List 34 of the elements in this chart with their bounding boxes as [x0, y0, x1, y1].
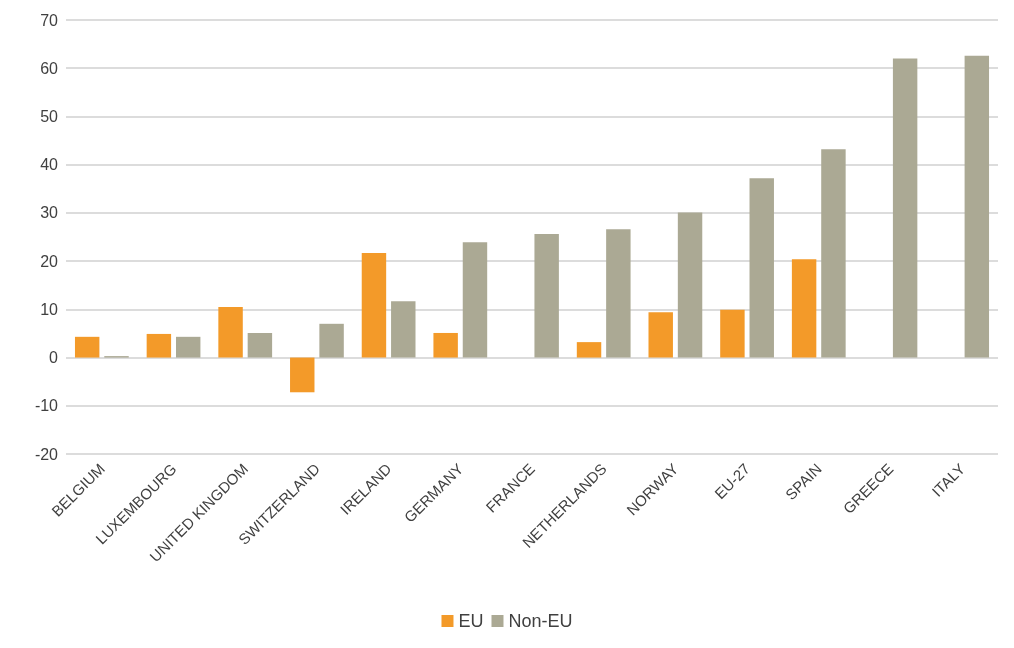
bar — [218, 306, 243, 358]
bar — [319, 323, 344, 358]
y-tick-label: 60 — [40, 59, 59, 77]
y-tick-label: 10 — [40, 300, 59, 318]
bar — [791, 259, 817, 358]
bar — [749, 178, 774, 358]
y-tick-label: 70 — [40, 11, 59, 29]
y-tick-label: -20 — [34, 445, 59, 463]
bar — [433, 332, 458, 358]
bar — [247, 332, 273, 358]
bar — [720, 309, 745, 358]
bar — [821, 149, 846, 358]
bar — [391, 301, 416, 358]
y-tick-label: -10 — [34, 397, 59, 415]
y-tick-label: 0 — [49, 349, 59, 367]
bar — [534, 234, 559, 358]
bar — [892, 58, 918, 358]
bar — [462, 242, 488, 358]
bar — [964, 55, 990, 358]
y-tick-label: 50 — [40, 107, 59, 125]
bar — [290, 357, 315, 393]
bar — [677, 212, 703, 358]
legend-label: EU — [458, 611, 484, 631]
bar — [361, 252, 387, 358]
bar — [648, 312, 673, 358]
bar — [576, 342, 602, 358]
y-tick-label: 40 — [40, 156, 59, 174]
bar — [74, 336, 100, 358]
y-tick-label: 30 — [40, 204, 59, 222]
y-tick-label: 20 — [40, 252, 59, 270]
bar — [175, 336, 201, 358]
legend-label: Non-EU — [508, 611, 573, 631]
bar — [146, 333, 172, 358]
bar — [606, 229, 631, 358]
